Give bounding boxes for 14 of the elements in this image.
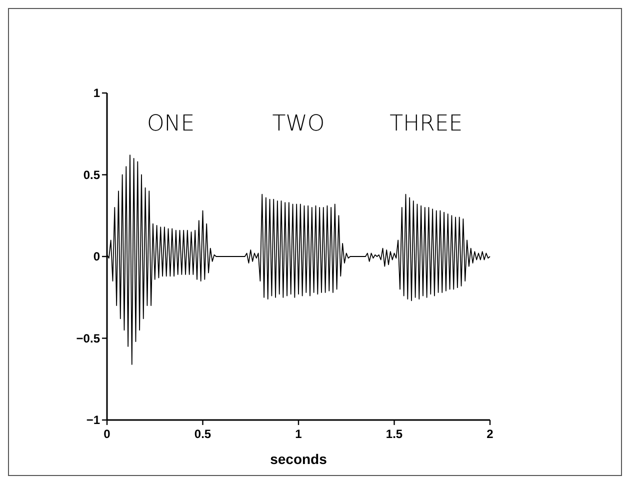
y-tick-label: −1 — [86, 413, 100, 428]
x-axis-title: seconds — [270, 451, 328, 467]
y-tick-label: −0.5 — [76, 331, 100, 346]
x-tick-label: 1 — [295, 427, 302, 441]
x-tick-label: 0 — [104, 427, 111, 441]
y-tick-label: 0 — [93, 250, 100, 264]
y-tick-label: 1 — [93, 86, 100, 100]
annotation: TWO — [272, 112, 325, 137]
annotation: THREE — [390, 112, 463, 137]
x-tick-label: 0.5 — [194, 427, 212, 441]
x-tick-label: 2 — [486, 427, 494, 441]
y-tick-label: 0.5 — [83, 168, 100, 182]
annotation: ONE — [146, 112, 195, 137]
x-tick-label: 1.5 — [386, 427, 403, 441]
